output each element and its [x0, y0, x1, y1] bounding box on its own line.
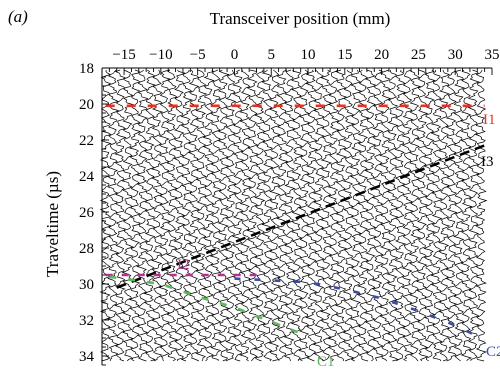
seismic-trace	[202, 69, 215, 362]
y-tick-label: 34	[79, 349, 95, 365]
event-i3-line	[116, 144, 486, 289]
seismic-trace	[305, 69, 319, 362]
seismic-trace	[312, 69, 325, 362]
seismic-trace	[408, 69, 422, 362]
seismic-trace	[467, 69, 481, 362]
seismic-trace	[319, 69, 333, 362]
seismic-trace	[121, 69, 134, 362]
y-tick-label: 24	[79, 169, 95, 185]
seismic-trace	[253, 69, 267, 362]
y-tick-label: 20	[79, 97, 94, 113]
seismic-trace	[445, 69, 458, 362]
seismic-trace	[106, 69, 120, 362]
seismic-trace	[187, 69, 201, 362]
event-i3-label: I3	[481, 154, 494, 170]
event-i2-label: I2	[177, 257, 190, 273]
seismic-trace	[180, 69, 194, 362]
seismic-trace	[232, 69, 245, 362]
seismic-trace	[423, 69, 436, 362]
seismic-trace	[136, 69, 149, 362]
seismic-trace	[452, 69, 466, 362]
y-tick-label: 32	[79, 313, 94, 329]
seismic-trace	[217, 69, 230, 362]
seismic-trace	[283, 69, 297, 362]
seismic-trace	[194, 69, 208, 362]
y-tick-label: 26	[79, 205, 95, 221]
seismic-trace	[209, 69, 223, 362]
seismic-trace	[158, 69, 171, 362]
x-tick-label: 15	[337, 47, 352, 63]
x-tick-label: 35	[485, 47, 500, 63]
x-tick-label: 20	[374, 47, 389, 63]
y-axis-title: Traveltime (µs)	[43, 171, 62, 277]
seismic-trace	[276, 69, 289, 362]
panel-label: (a)	[8, 7, 28, 26]
seismic-trace	[342, 69, 356, 362]
event-i1-label: I1	[483, 112, 496, 128]
x-tick-label: −15	[112, 47, 135, 63]
seismic-trace	[474, 69, 488, 362]
x-tick-label: −10	[149, 47, 172, 63]
event-c2-label: C2	[486, 344, 500, 360]
y-tick-label: 30	[79, 277, 94, 293]
seismic-trace	[371, 69, 385, 362]
seismic-trace	[261, 69, 274, 362]
y-tick-label: 28	[79, 241, 94, 257]
x-axis-title: Transceiver position (mm)	[210, 9, 391, 28]
seismic-trace	[430, 69, 443, 362]
seismic-trace	[239, 69, 252, 362]
seismic-trace	[393, 69, 407, 362]
seismic-trace	[378, 69, 392, 362]
seismic-trace	[150, 69, 164, 362]
seismic-trace	[334, 69, 348, 362]
x-tick-label: 25	[411, 47, 426, 63]
y-tick-label: 22	[79, 133, 94, 149]
y-tick-label: 18	[79, 61, 94, 77]
seismic-trace	[364, 69, 377, 362]
seismic-trace	[415, 69, 429, 362]
x-tick-label: 30	[448, 47, 463, 63]
plot-area: −15 −10 −5 0 5 10 15 20 25 30 35 18 20 22 24 26 28 30 32 34…	[79, 47, 500, 370]
seismic-trace	[401, 69, 414, 362]
seismic-trace	[99, 69, 113, 362]
seismic-trace	[165, 69, 179, 362]
x-tick-label: 10	[301, 47, 316, 63]
x-tick-label: 0	[231, 47, 239, 63]
seismic-trace	[143, 69, 156, 362]
seismic-trace	[173, 69, 186, 362]
seismic-trace	[246, 69, 260, 362]
event-c1-label: C1	[317, 354, 335, 370]
seismic-trace	[460, 69, 473, 362]
seismic-trace	[437, 69, 451, 362]
event-c1-line	[109, 275, 309, 338]
x-tick-label: 5	[267, 47, 275, 63]
seismic-trace	[114, 69, 127, 362]
seismic-trace	[224, 69, 238, 362]
seismic-trace	[128, 69, 142, 362]
seismic-trace	[386, 69, 399, 362]
x-tick-label: −5	[190, 47, 206, 63]
seismic-trace	[268, 69, 282, 362]
seismic-trace	[327, 69, 341, 362]
seismic-trace	[349, 69, 363, 362]
seismic-trace	[357, 69, 370, 362]
